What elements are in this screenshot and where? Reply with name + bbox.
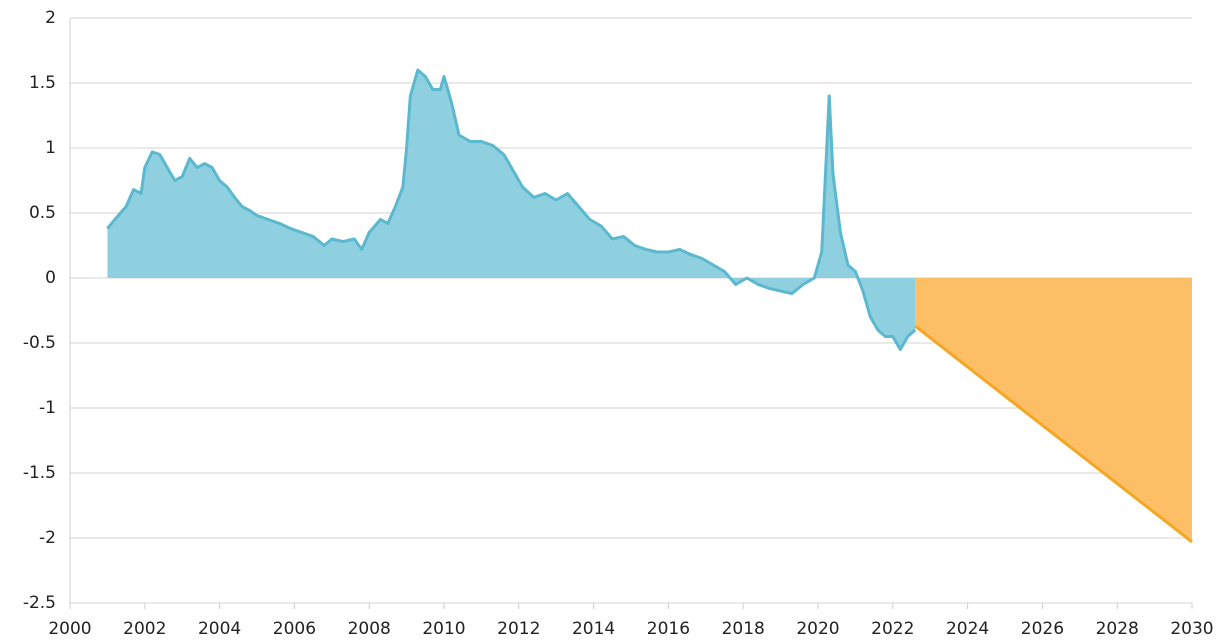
y-tick-label: -2.5 [23, 593, 56, 613]
x-tick-label: 2012 [497, 619, 540, 639]
y-tick-label: 2 [45, 8, 56, 28]
y-tick-label: 1.5 [29, 73, 56, 93]
line [106, 68, 917, 351]
x-tick-label: 2018 [722, 619, 765, 639]
x-tick-label: 2016 [647, 619, 690, 639]
y-tick-label: 1 [45, 138, 56, 158]
x-tick-label: 2026 [1021, 619, 1064, 639]
x-tick-label: 2006 [273, 619, 316, 639]
y-tick-label: -2 [39, 528, 56, 548]
y-tick-label: -1 [39, 398, 56, 418]
x-tick-label: 2022 [871, 619, 914, 639]
y-tick-label: -0.5 [23, 333, 56, 353]
x-tick-label: 2010 [422, 619, 465, 639]
y-tick-label: 0 [45, 268, 56, 288]
y-tick-label: -1.5 [23, 463, 56, 483]
x-tick-label: 2008 [348, 619, 391, 639]
x-tick-label: 2004 [198, 619, 241, 639]
line [914, 324, 1193, 544]
x-tick-label: 2002 [123, 619, 166, 639]
y-tick-label: 0.5 [29, 203, 56, 223]
area [107, 70, 916, 350]
area [915, 278, 1192, 542]
x-tick-label: 2028 [1096, 619, 1139, 639]
x-tick-label: 2000 [48, 619, 91, 639]
x-tick-label: 2014 [572, 619, 615, 639]
x-tick-label: 2024 [946, 619, 989, 639]
x-tick-label: 2030 [1170, 619, 1213, 639]
x-tick-label: 2020 [796, 619, 839, 639]
